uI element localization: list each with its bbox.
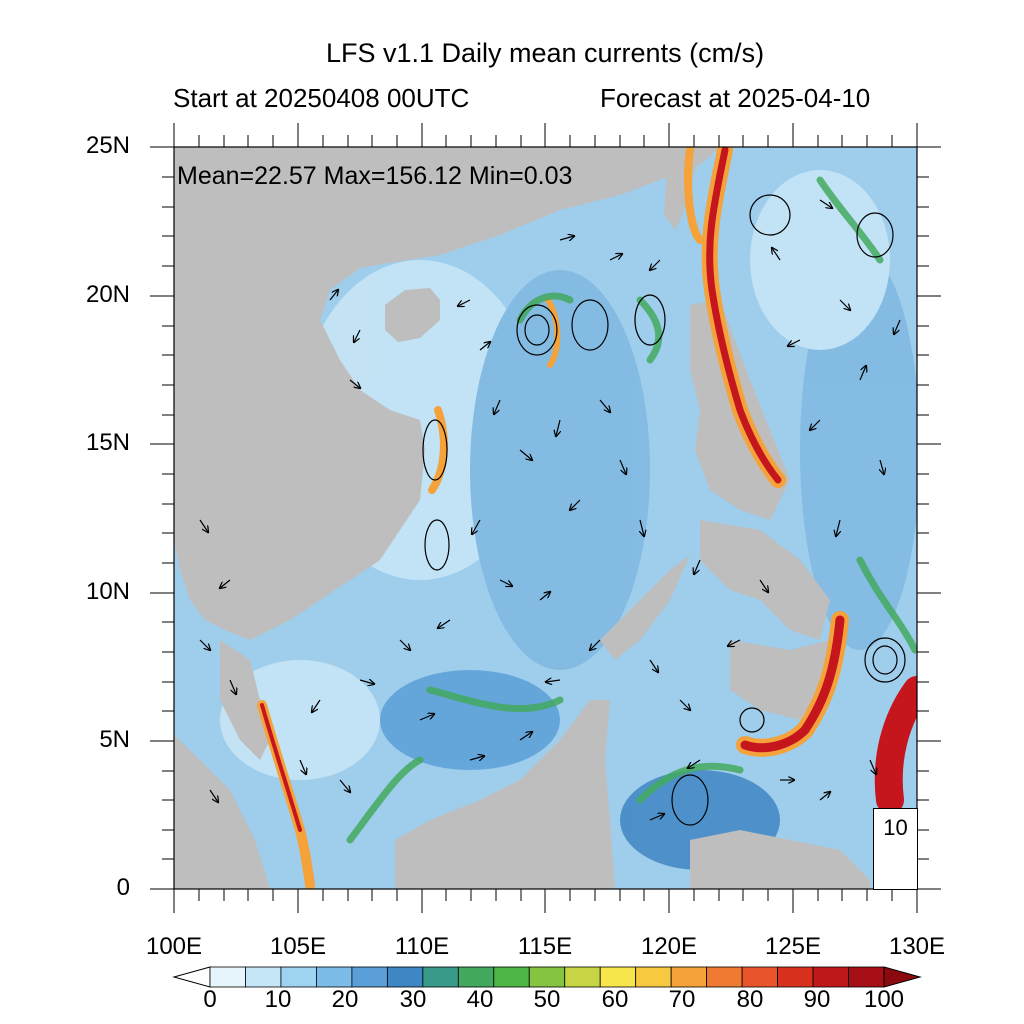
colorbar-box [528,966,566,988]
colorbar-label: 60 [601,986,629,1013]
colorbar-label: 50 [533,986,561,1013]
y-axis-ticks [150,146,941,890]
colorbar-label: 20 [331,986,359,1013]
colorbar-box [457,966,495,988]
colorbar-label: 90 [803,986,831,1013]
land-masses [174,147,870,889]
colorbar-label: 100 [863,986,905,1013]
eddies [422,194,906,826]
colorbar-box [635,966,672,988]
x-tick-label: 105E [269,933,327,960]
map-title: LFS v1.1 Daily mean currents (cm/s) [325,38,765,68]
stats-label: Mean=22.57 Max=156.12 Min=0.03 [177,162,573,190]
colorbar-label: 10 [264,986,292,1013]
land-borneo [395,700,615,889]
moderate-currents [346,176,917,844]
x-tick-label: 100E [145,933,203,960]
x-tick-label: 110E [394,933,450,960]
reference-vector-label: 10 [883,815,908,840]
y-tick-label: 20N [85,281,130,308]
y-tick-label: 15N [85,429,130,456]
colorbar-box [422,966,459,988]
colorbar-min-triangle [172,966,211,988]
current-east-edge [874,676,917,814]
land-south-west [220,640,270,760]
x-axis-ticks [173,123,918,913]
colorbar-max-triangle [883,966,922,988]
colorbar-label: 40 [466,986,494,1013]
current-eddy-west [428,406,448,494]
colorbar-box [564,966,601,988]
current-vectors [199,199,901,821]
colorbar-box [280,966,317,988]
colorbar-box [777,966,814,988]
current-taiwan-north [684,147,704,244]
colorbar-box [848,966,885,988]
land-island-north [385,288,440,342]
colorbar-box [599,966,637,988]
colorbar-box [386,966,424,988]
colorbar-box [812,966,849,988]
start-time-label: Start at 20250408 00UTC [173,83,470,113]
colorbar-label: 70 [668,986,696,1013]
x-tick-label: 120E [640,933,698,960]
colorbar-box [741,966,778,988]
land-mindanao [730,640,830,720]
reference-vector-box: 10 [873,808,918,890]
x-tick-label: 115E [517,933,573,960]
x-tick-label: 130E [888,933,946,960]
colorbar [172,966,922,988]
colorbar-box [493,966,530,988]
colorbar-box [209,966,246,988]
colorbar-label: 80 [736,986,764,1013]
colorbar-box [245,966,282,988]
colorbar-box [351,966,388,988]
y-tick-label: 10N [85,578,130,605]
colorbar-box [316,966,353,988]
land-south-east [690,830,870,889]
x-tick-label: 125E [764,933,822,960]
strong-currents [257,147,917,889]
colorbar-box [670,966,708,988]
land-peninsula [174,735,270,889]
colorbar-label: 30 [399,986,427,1013]
land-palawan [600,555,690,660]
y-tick-label: 0 [116,874,130,901]
colorbar-label: 0 [203,986,217,1013]
colorbar-box [706,966,743,988]
land-asia-mainland [174,147,720,640]
land-visayas [700,520,830,640]
y-tick-label: 5N [99,726,130,753]
y-tick-label: 25N [85,132,130,159]
forecast-time-label: Forecast at 2025-04-10 [600,83,871,113]
